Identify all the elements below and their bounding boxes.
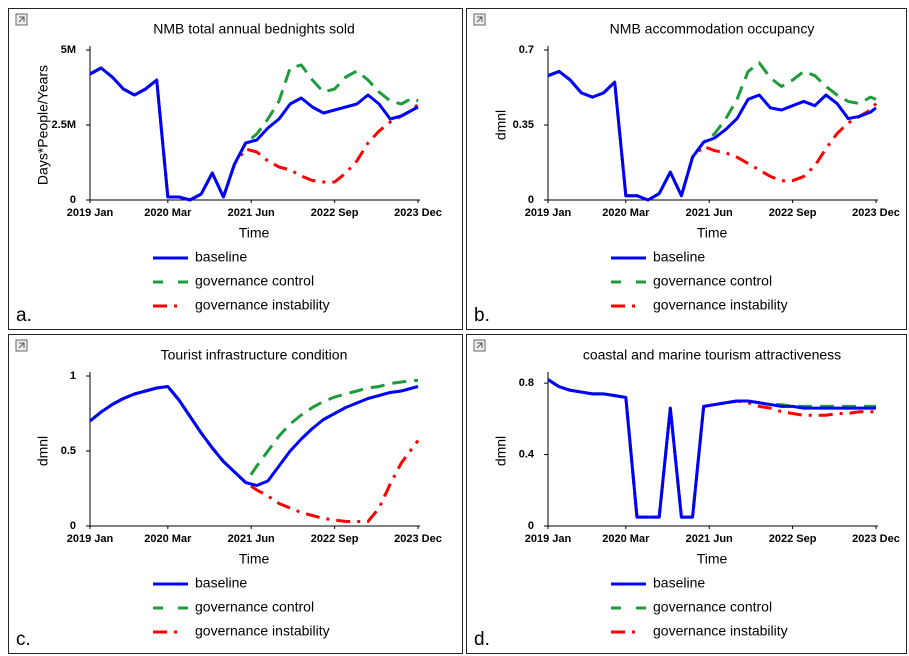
chart-panel: NMB total annual bednights sold 0 2.5M 5M 20… bbox=[8, 8, 463, 330]
x-tick-label: 2020 Mar bbox=[602, 533, 650, 545]
x-tick-label: 2019 Jan bbox=[67, 207, 114, 219]
panel-icon-glyph bbox=[476, 16, 483, 23]
chart-panel: Tourist infrastructure condition 0 0.5 1 201… bbox=[8, 334, 463, 654]
panel-label: b. bbox=[474, 305, 490, 326]
series-line bbox=[547, 69, 877, 202]
panel-icon-glyph bbox=[476, 342, 483, 349]
panel-label: a. bbox=[16, 305, 32, 326]
panel-border bbox=[8, 334, 463, 654]
legend-label: governance control bbox=[195, 273, 314, 289]
y-tick-label: 0 bbox=[528, 520, 534, 532]
series-line bbox=[89, 379, 418, 484]
legend-label: governance instability bbox=[653, 297, 788, 313]
y-axis-label: dmnl bbox=[493, 110, 509, 140]
panel-border bbox=[466, 8, 907, 330]
chart-panel: NMB accommodation occupancy 0 0.35 0.7 2019 … bbox=[466, 8, 907, 330]
x-tick-label: 2021 Jun bbox=[686, 207, 733, 219]
x-tick-label: 2020 Mar bbox=[602, 207, 650, 219]
legend-label: governance instability bbox=[195, 297, 330, 313]
y-tick-label: 0 bbox=[528, 194, 534, 206]
x-axis-label: Time bbox=[239, 551, 270, 567]
x-tick-label: 2020 Mar bbox=[144, 207, 192, 219]
panel-border bbox=[8, 8, 463, 330]
series-line bbox=[89, 385, 419, 487]
panel-icon-glyph bbox=[18, 16, 25, 23]
y-tick-label: 0.4 bbox=[519, 448, 535, 460]
chart-title: coastal and marine tourism attractivenes… bbox=[583, 347, 841, 363]
x-tick-label: 2023 Dec bbox=[394, 533, 442, 545]
panel-icon-glyph bbox=[18, 342, 25, 349]
legend-label: governance control bbox=[653, 273, 772, 289]
series-line bbox=[547, 378, 876, 519]
chart-title: NMB total annual bednights sold bbox=[153, 21, 355, 37]
y-tick-label: 1 bbox=[70, 370, 76, 382]
legend-label: governance instability bbox=[195, 623, 330, 639]
chart-panel: coastal and marine tourism attractivenes… bbox=[466, 334, 907, 654]
series-line bbox=[547, 69, 878, 202]
x-tick-label: 2022 Sep bbox=[769, 207, 817, 219]
series-line bbox=[89, 63, 419, 202]
legend-label: baseline bbox=[195, 249, 247, 265]
y-axis-label: Days*People/Years bbox=[35, 65, 51, 185]
x-tick-label: 2023 Dec bbox=[852, 533, 900, 545]
y-tick-label: 0 bbox=[70, 194, 76, 206]
chart-title: NMB accommodation occupancy bbox=[610, 21, 815, 37]
x-axis-label: Time bbox=[697, 225, 728, 241]
x-tick-label: 2020 Mar bbox=[144, 533, 192, 545]
series-line bbox=[547, 61, 877, 202]
x-tick-label: 2023 Dec bbox=[394, 207, 442, 219]
panel-border bbox=[466, 334, 907, 654]
x-tick-label: 2019 Jan bbox=[525, 207, 572, 219]
panel-label: d. bbox=[474, 629, 490, 650]
panel-label: c. bbox=[16, 629, 31, 650]
legend-label: baseline bbox=[195, 575, 247, 591]
x-tick-label: 2021 Jun bbox=[228, 207, 275, 219]
x-tick-label: 2022 Sep bbox=[769, 533, 817, 545]
y-tick-label: 5M bbox=[61, 44, 76, 56]
series-line bbox=[89, 66, 420, 202]
x-tick-label: 2022 Sep bbox=[311, 207, 359, 219]
chart-title: Tourist infrastructure condition bbox=[161, 347, 348, 363]
x-axis-label: Time bbox=[239, 225, 270, 241]
x-tick-label: 2021 Jun bbox=[228, 533, 275, 545]
x-tick-label: 2021 Jun bbox=[686, 533, 733, 545]
series-line bbox=[547, 378, 876, 519]
y-tick-label: 0.5 bbox=[61, 445, 76, 457]
y-axis-label: dmnl bbox=[493, 436, 509, 466]
y-tick-label: 0 bbox=[70, 520, 76, 532]
series-line bbox=[547, 378, 876, 519]
y-tick-label: 0.7 bbox=[519, 44, 534, 56]
legend-label: baseline bbox=[653, 575, 705, 591]
series-line bbox=[89, 66, 419, 202]
legend-label: baseline bbox=[653, 249, 705, 265]
y-tick-label: 0.35 bbox=[513, 119, 534, 131]
y-tick-label: 2.5M bbox=[52, 119, 76, 131]
x-tick-label: 2019 Jan bbox=[525, 533, 572, 545]
legend-label: governance control bbox=[195, 599, 314, 615]
series-line bbox=[89, 385, 420, 523]
legend-label: governance instability bbox=[653, 623, 788, 639]
legend-label: governance control bbox=[653, 599, 772, 615]
y-tick-label: 0.8 bbox=[519, 377, 534, 389]
y-axis-label: dmnl bbox=[35, 436, 51, 466]
x-tick-label: 2019 Jan bbox=[67, 533, 114, 545]
x-axis-label: Time bbox=[697, 551, 728, 567]
x-tick-label: 2023 Dec bbox=[852, 207, 900, 219]
x-tick-label: 2022 Sep bbox=[311, 533, 359, 545]
